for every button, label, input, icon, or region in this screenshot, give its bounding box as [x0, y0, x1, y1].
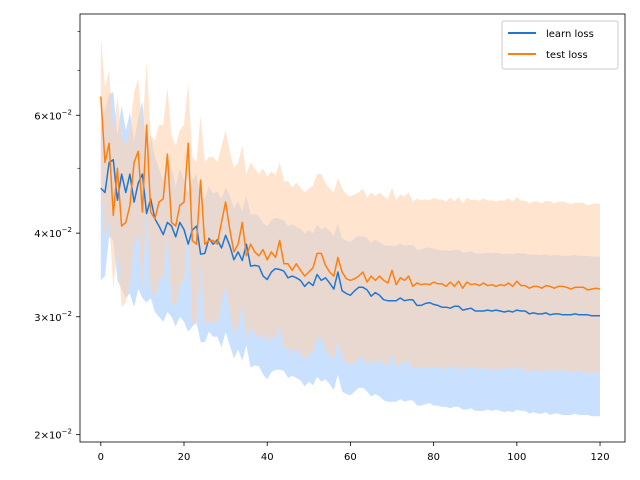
- legend-label-test-loss: test loss: [546, 50, 588, 61]
- x-tick-label: 40: [261, 452, 274, 463]
- x-tick-label: 120: [590, 452, 609, 463]
- y-axis: 2×10−2 3×10−2 4×10−2 6×10−2: [34, 31, 80, 442]
- band-test-loss: [100, 35, 601, 374]
- uncertainty-bands: [100, 35, 601, 417]
- y-tick-label: 4×10−2: [34, 226, 72, 240]
- y-tick-label: 2×10−2: [34, 428, 72, 442]
- legend: learn loss test loss: [501, 20, 619, 70]
- x-tick-label: 100: [507, 452, 526, 463]
- y-tick-label: 6×10−2: [34, 108, 72, 122]
- x-axis: 0 20 40 60 80 100 120: [98, 442, 610, 463]
- legend-label-learn-loss: learn loss: [546, 29, 594, 40]
- x-tick-label: 20: [178, 452, 191, 463]
- x-tick-label: 0: [98, 452, 104, 463]
- line-learn-loss: [100, 158, 600, 317]
- series-lines: [100, 96, 601, 317]
- x-tick-label: 60: [344, 452, 357, 463]
- x-tick-label: 80: [427, 452, 440, 463]
- plot-frame: [79, 13, 626, 443]
- line-test-loss: [100, 96, 601, 291]
- y-tick-label: 3×10−2: [34, 310, 72, 324]
